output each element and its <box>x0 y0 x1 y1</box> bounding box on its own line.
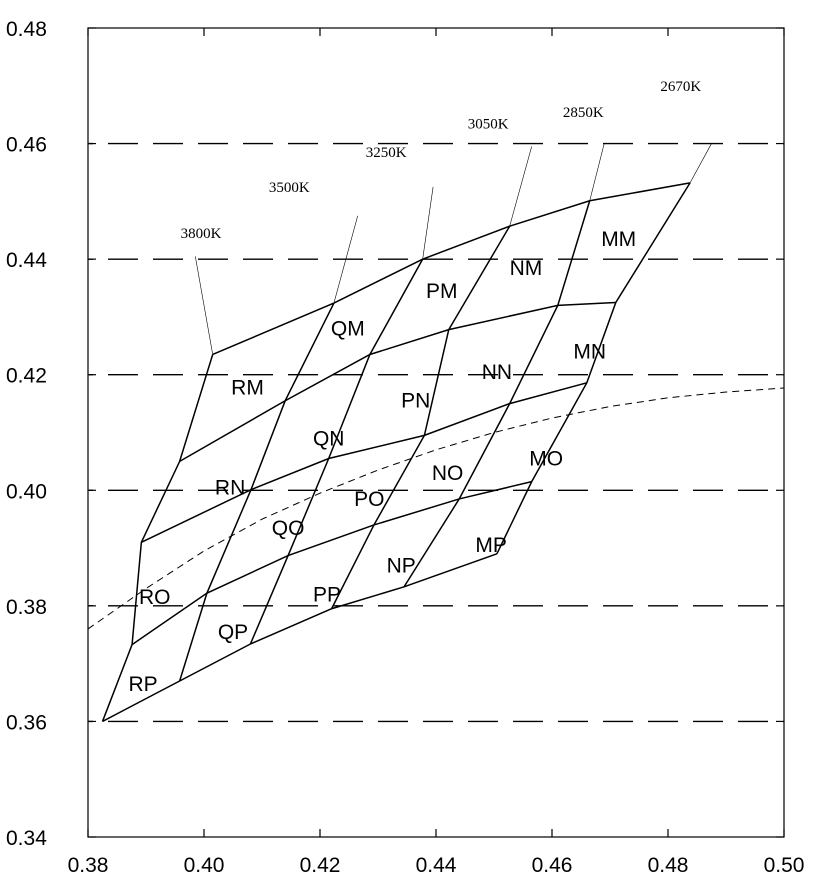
bin-label-RO: RO <box>139 586 171 609</box>
bin-label-RP: RP <box>129 673 158 696</box>
bin-label-PN: PN <box>401 390 430 413</box>
bin-label-MO: MO <box>529 448 563 471</box>
x-tick-label: 0.42 <box>300 854 341 877</box>
bin-label-NN: NN <box>482 361 512 384</box>
bin-label-MN: MN <box>573 341 606 364</box>
bin-grid <box>101 182 691 723</box>
bin-label-QP: QP <box>218 621 248 644</box>
x-tick-label: 0.48 <box>648 854 689 877</box>
y-tick-label: 0.38 <box>6 596 47 619</box>
bin-label-MM: MM <box>601 228 636 251</box>
y-tick-label: 0.40 <box>6 480 47 503</box>
leader-2850K <box>589 143 605 201</box>
cct-labels: 3800K 3500K 3250K 3050K 2850K 2670K <box>181 79 702 242</box>
y-tick-label: 0.44 <box>6 249 47 272</box>
row-boundary-2 <box>141 382 587 543</box>
leader-3050K <box>509 146 532 227</box>
leader-3250K <box>422 186 434 260</box>
bin-label-QN: QN <box>313 427 345 450</box>
bin-label-QO: QO <box>272 517 305 540</box>
cct-boundary-2670K <box>496 182 691 555</box>
cct-label-3800K: 3800K <box>181 226 222 242</box>
row-boundary-4 <box>102 553 498 723</box>
bin-label-RM: RM <box>231 376 264 399</box>
leader-2670K <box>689 143 712 184</box>
row-boundary-3 <box>131 480 532 646</box>
bin-label-NO: NO <box>432 462 464 485</box>
bin-label-NM: NM <box>510 257 543 280</box>
x-tick-label: 0.44 <box>416 854 457 877</box>
row-boundary-1 <box>179 301 616 463</box>
cct-label-3500K: 3500K <box>269 180 310 196</box>
bin-label-RN: RN <box>215 476 245 499</box>
plot-frame <box>87 27 785 838</box>
leader-3800K <box>195 256 213 355</box>
x-axis-ticks: 0.38 0.40 0.42 0.44 0.46 0.48 0.50 <box>68 28 805 877</box>
cct-label-2670K: 2670K <box>660 79 701 95</box>
cct-label-3050K: 3050K <box>468 116 509 132</box>
bin-label-MP: MP <box>475 534 507 557</box>
x-tick-label: 0.46 <box>532 854 573 877</box>
bin-label-PO: PO <box>354 488 384 511</box>
y-tick-label: 0.34 <box>6 827 47 850</box>
y-axis-ticks: 0.34 0.36 0.38 0.40 0.42 0.44 0.46 0.48 <box>6 18 784 850</box>
locus-line <box>87 387 785 630</box>
cct-label-2850K: 2850K <box>563 105 604 121</box>
cct-leaders <box>195 143 712 355</box>
y-tick-label: 0.36 <box>6 711 47 734</box>
x-tick-label: 0.38 <box>68 854 109 877</box>
y-tick-label: 0.46 <box>6 134 47 157</box>
y-tick-label: 0.48 <box>6 18 47 41</box>
x-tick-label: 0.50 <box>764 854 805 877</box>
bin-label-PP: PP <box>313 583 341 606</box>
x-tick-label: 0.40 <box>184 854 225 877</box>
locus-curve <box>87 387 785 630</box>
cct-boundary-3500K <box>178 302 335 682</box>
y-tick-label: 0.42 <box>6 365 47 388</box>
bin-labels: RM RN RO RP QM QN QO QP PM PN PO PP NM NN NO NP MM MN MO MP <box>129 228 637 696</box>
leader-3500K <box>333 215 358 304</box>
bin-label-QM: QM <box>331 317 365 340</box>
gridlines <box>88 142 784 723</box>
cct-boundary-3800K <box>101 354 214 722</box>
row-boundary-0 <box>212 182 691 356</box>
cct-label-3250K: 3250K <box>366 145 407 161</box>
bin-label-PM: PM <box>426 280 458 303</box>
bin-label-NP: NP <box>387 554 416 577</box>
